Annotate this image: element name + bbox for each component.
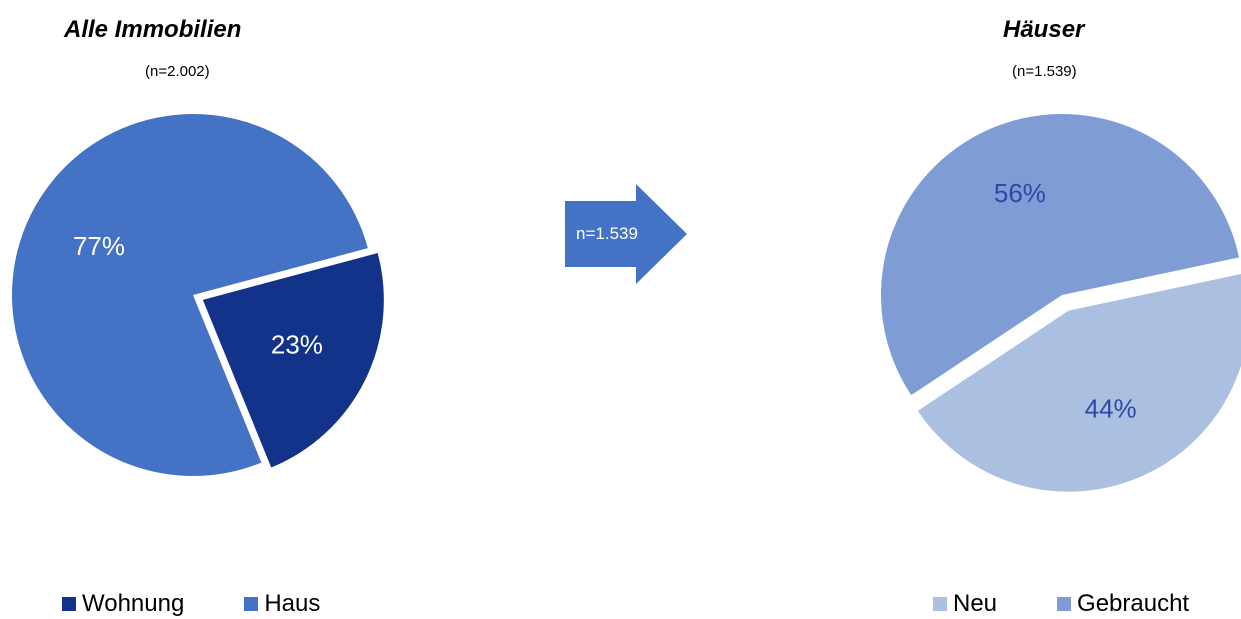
legend-item-haus: Haus [244, 590, 320, 618]
legend-label-haus: Haus [264, 590, 321, 617]
legend-swatch-neu [933, 597, 947, 611]
chart-title-right: Häuser [1003, 16, 1085, 43]
slice-label-neu: 44% [1085, 394, 1137, 424]
pie-slice-neu [917, 274, 1241, 492]
pie-chart-right: 44% 56% [881, 114, 1241, 492]
arrow-label: n=1.539 [576, 224, 638, 243]
legend-label-neu: Neu [953, 590, 998, 617]
slice-label-gebraucht: 56% [994, 178, 1046, 208]
legend-label-wohnung: Wohnung [82, 590, 185, 617]
pie-chart-left: 23% 77% [12, 114, 384, 477]
legend-left: Wohnung Haus [62, 590, 320, 618]
pie-slice-haus [12, 114, 368, 477]
slice-label-wohnung: 23% [271, 329, 323, 359]
pie-slice-gebraucht [881, 114, 1240, 396]
legend-right: Neu Gebraucht [933, 590, 1189, 618]
slice-label-haus: 77% [73, 231, 125, 261]
chart-subtitle-left: (n=2.002) [145, 63, 210, 80]
legend-swatch-gebraucht [1057, 597, 1072, 611]
legend-item-gebraucht: Gebraucht [1057, 590, 1189, 618]
legend-item-wohnung: Wohnung [62, 590, 184, 618]
legend-item-neu: Neu [933, 590, 997, 618]
chart-title-left: Alle Immobilien [64, 16, 242, 43]
legend-swatch-haus [244, 597, 259, 611]
arrow-icon [565, 184, 687, 284]
pie-slice-wohnung [202, 253, 384, 468]
chart-subtitle-right: (n=1.539) [1012, 63, 1077, 80]
legend-label-gebraucht: Gebraucht [1077, 590, 1190, 617]
arrow-shape [565, 184, 687, 284]
legend-swatch-wohnung [62, 597, 76, 611]
